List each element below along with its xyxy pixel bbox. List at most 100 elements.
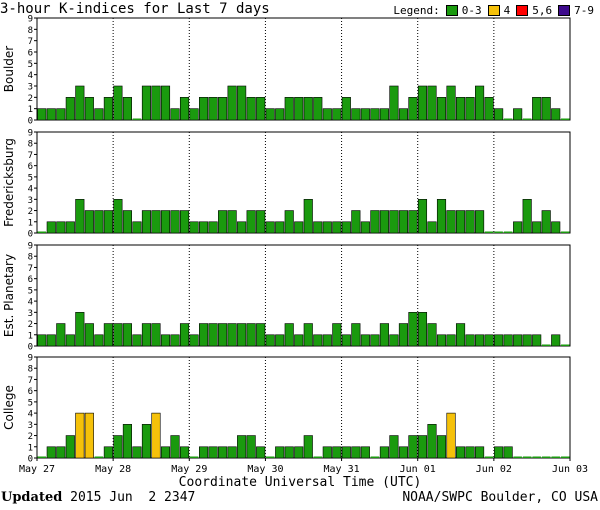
k-bar: [313, 97, 323, 121]
y-tick-label: 3: [28, 421, 33, 431]
x-tick-label: May 30: [247, 464, 283, 475]
k-bar: [436, 435, 447, 459]
k-bar: [332, 221, 342, 234]
k-bar: [351, 210, 361, 234]
k-bar: [237, 85, 247, 121]
k-bar: [227, 323, 237, 347]
panel-ylabel: Boulder: [2, 46, 16, 93]
legend-item-label: 4: [503, 4, 511, 17]
k-bar: [179, 210, 190, 234]
k-bar: [446, 334, 456, 347]
y-tick-label: 7: [28, 264, 33, 274]
k-bar: [208, 446, 218, 459]
k-bar: [246, 435, 256, 459]
k-bar: [370, 210, 380, 234]
y-tick-label: 4: [28, 298, 33, 308]
k-bar: [379, 210, 389, 234]
k-bar: [494, 108, 504, 121]
k-bar: [141, 85, 152, 121]
k-bar: [484, 231, 494, 233]
k-bar: [284, 210, 294, 234]
k-bar: [132, 221, 142, 234]
y-tick-label: 1: [28, 443, 33, 453]
k-bar: [389, 210, 399, 234]
k-bar: [160, 85, 171, 121]
k-bar: [503, 118, 513, 120]
k-bar: [427, 424, 437, 459]
k-bar: [427, 85, 437, 121]
k-bar: [465, 97, 475, 121]
k-bar: [56, 446, 66, 459]
legend-swatch-purple: [558, 5, 571, 16]
k-bar: [560, 344, 570, 346]
panel-frame: [36, 244, 571, 347]
k-bar: [189, 221, 199, 234]
k-bar: [389, 334, 399, 347]
y-tick-label: 5: [28, 173, 33, 183]
k-bar: [75, 412, 85, 459]
k-bar: [199, 323, 209, 347]
k-bar: [484, 97, 494, 121]
k-bar: [379, 446, 389, 459]
k-bar: [275, 446, 285, 459]
k-bar: [484, 456, 494, 458]
k-bar: [56, 323, 66, 347]
k-bar: [541, 97, 551, 121]
k-bar: [160, 334, 171, 347]
y-tick-label: 9: [28, 242, 33, 252]
k-bar: [370, 334, 380, 347]
k-bar: [408, 312, 418, 347]
k-bar: [37, 108, 47, 121]
k-bar: [265, 456, 275, 458]
y-tick-label: 3: [28, 196, 33, 206]
y-tick-label: 2: [28, 320, 33, 330]
k-bar: [141, 323, 152, 347]
k-bar: [37, 231, 47, 233]
y-tick-label: 8: [28, 26, 33, 36]
k-bar: [332, 446, 342, 459]
k-bar: [427, 323, 437, 347]
k-bar: [446, 210, 456, 234]
k-bar: [522, 118, 532, 120]
k-bar: [522, 334, 532, 347]
y-tick-label: 0: [28, 117, 33, 127]
legend-swatch-yellow: [487, 5, 500, 16]
k-bar: [417, 435, 428, 459]
k-bar: [75, 85, 85, 121]
y-tick-label: 3: [28, 309, 33, 319]
k-bar: [370, 108, 380, 121]
legend-item-5-6: 5,6: [516, 4, 552, 17]
k-bar: [237, 323, 247, 347]
k-bar: [160, 210, 171, 234]
k-bar: [103, 323, 113, 347]
k-bar: [141, 424, 152, 459]
k-bar: [94, 108, 104, 121]
k-bar: [494, 446, 504, 459]
y-tick-label: 5: [28, 398, 33, 408]
k-bar: [218, 323, 228, 347]
k-bar: [237, 435, 247, 459]
k-bar: [322, 108, 332, 121]
y-tick-label: 9: [28, 15, 33, 25]
panel-ylabel: Fredericksburg: [2, 138, 16, 227]
legend-item-0-3: 0-3: [445, 4, 482, 17]
k-bar: [132, 446, 142, 459]
updated-value: 2015 Jun 2 2347: [62, 490, 196, 505]
k-bar: [284, 97, 294, 121]
y-tick-label: 2: [28, 94, 33, 104]
y-tick-label: 6: [28, 49, 33, 59]
k-bar: [75, 199, 85, 234]
k-bar: [151, 85, 161, 121]
y-tick-label: 1: [28, 331, 33, 341]
k-bar: [322, 446, 332, 459]
y-tick-label: 8: [28, 365, 33, 375]
k-bar: [360, 108, 370, 121]
k-bar: [294, 334, 304, 347]
k-bar: [151, 323, 161, 347]
k-bar: [360, 446, 370, 459]
k-bar: [208, 97, 218, 121]
y-tick-label: 7: [28, 37, 33, 47]
k-bar: [256, 323, 266, 347]
k-bar: [351, 323, 361, 347]
